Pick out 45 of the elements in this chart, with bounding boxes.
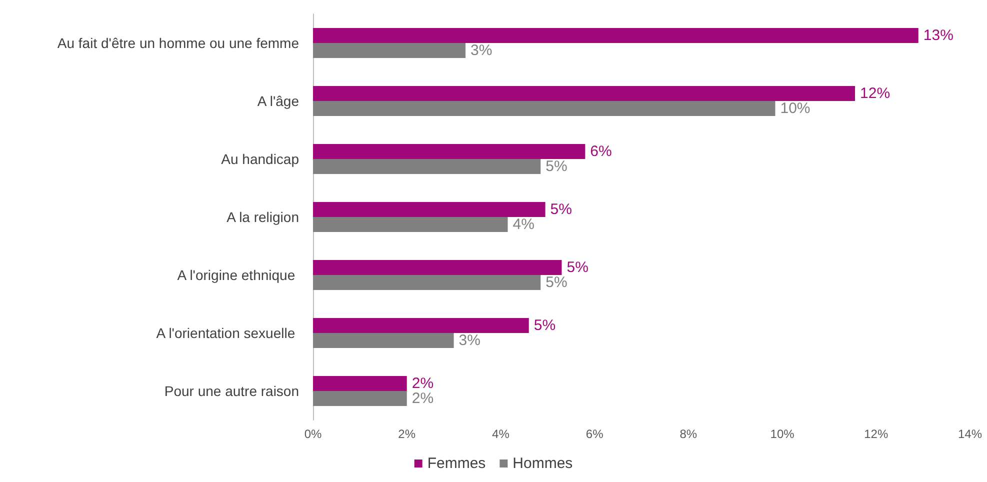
bar: [313, 202, 546, 217]
data-label: 3%: [458, 332, 480, 349]
x-tick-label: 10%: [770, 427, 795, 441]
legend-label: Femmes: [427, 455, 486, 472]
bar: [313, 333, 454, 348]
y-tick-label: Au handicap: [221, 151, 300, 167]
y-tick-label: Au fait d'être un homme ou une femme: [57, 35, 300, 51]
data-label: 5%: [566, 259, 588, 276]
bar: [313, 217, 508, 232]
data-label: 4%: [512, 216, 534, 233]
bar: [313, 101, 776, 116]
bar: [313, 144, 586, 159]
data-label: 3%: [470, 42, 492, 59]
bar: [313, 376, 407, 391]
data-label: 5%: [546, 274, 568, 291]
data-label: 5%: [534, 317, 556, 334]
y-tick-label: A l'orientation sexuelle: [156, 325, 299, 341]
bar: [313, 28, 918, 43]
bar: [313, 275, 541, 290]
data-label: 2%: [412, 390, 434, 407]
y-tick-label: Pour une autre raison: [164, 383, 299, 399]
x-tick-label: 0%: [304, 427, 322, 441]
legend-label: Hommes: [512, 455, 573, 472]
x-tick-label: 12%: [864, 427, 888, 441]
x-tick-label: 4%: [492, 427, 510, 441]
bar: [313, 260, 562, 275]
bar: [313, 318, 529, 333]
x-tick-label: 2%: [398, 427, 416, 441]
data-label: 13%: [923, 27, 954, 44]
x-tick-label: 6%: [586, 427, 604, 441]
bar: [313, 391, 407, 406]
x-tick-label: 8%: [680, 427, 698, 441]
data-label: 6%: [590, 143, 612, 160]
y-tick-label: A l'origine ethnique: [177, 267, 299, 283]
x-tick-label: 14%: [958, 427, 982, 441]
data-label: 5%: [550, 201, 572, 218]
y-tick-label: A l'âge: [257, 93, 300, 109]
data-label: 10%: [780, 100, 810, 117]
bar: [313, 43, 466, 58]
bar: [313, 86, 856, 101]
data-label: 5%: [546, 158, 568, 175]
bar: [313, 159, 541, 174]
y-tick-label: A la religion: [226, 209, 299, 225]
data-label: 2%: [412, 375, 434, 392]
data-label: 12%: [860, 85, 890, 102]
